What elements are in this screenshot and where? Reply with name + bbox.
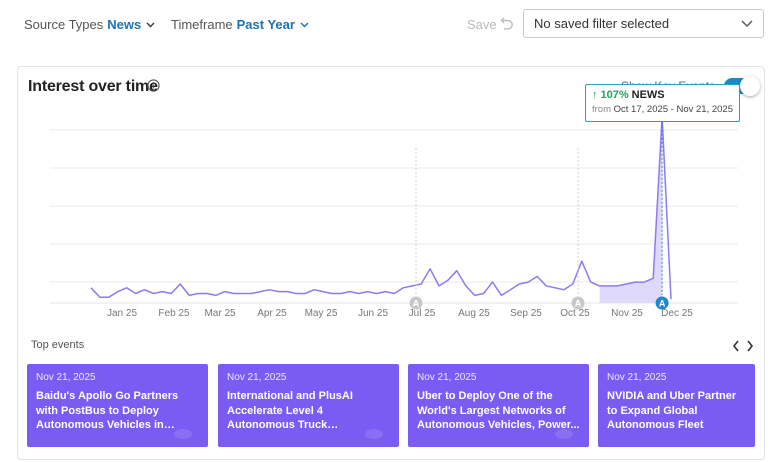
- chevron-right-icon[interactable]: [745, 339, 755, 353]
- event-card[interactable]: Nov 21, 2025 Uber to Deploy One of the W…: [408, 364, 589, 447]
- timeframe-label: Timeframe: [171, 17, 233, 32]
- top-bar: Source Types News Timeframe Past Year Sa…: [0, 0, 782, 50]
- saved-filter-text: No saved filter selected: [534, 16, 670, 31]
- x-tick-label: Oct 25: [560, 308, 590, 319]
- a-marker-icon: [571, 296, 585, 310]
- event-card[interactable]: Nov 21, 2025 International and PlusAI Ac…: [218, 364, 399, 447]
- event-card[interactable]: Nov 21, 2025 Baidu's Apollo Go Partners …: [27, 364, 208, 447]
- source-types-value: News: [107, 17, 142, 32]
- a-marker-letter: A: [413, 299, 420, 309]
- event-date: Nov 21, 2025: [36, 372, 96, 383]
- event-date: Nov 21, 2025: [227, 372, 287, 383]
- undo-icon[interactable]: [500, 15, 514, 31]
- timeframe-filter[interactable]: Timeframe Past Year: [171, 17, 309, 32]
- series-line: [90, 116, 672, 300]
- chevron-down-icon: [300, 22, 309, 27]
- x-tick-label: Jul 25: [409, 308, 436, 319]
- event-headline: Uber to Deploy One of the World's Larges…: [417, 390, 580, 431]
- x-tick-label: Jun 25: [358, 308, 388, 319]
- x-tick-label: Jan 25: [107, 308, 137, 319]
- chevron-down-icon: [741, 20, 753, 27]
- event-watermark: [555, 429, 573, 439]
- card-title: Interest over time: [28, 78, 158, 95]
- x-tick-label: Mar 25: [204, 308, 236, 319]
- tooltip-percent: 107%: [600, 89, 629, 101]
- tooltip-from-label: from: [592, 104, 611, 115]
- chart-tooltip: ↑ 107% NEWS from Oct 17, 2025 - Nov 21, …: [585, 84, 740, 122]
- chevron-down-icon: [146, 22, 155, 27]
- top-events-carousel: Nov 21, 2025 Baidu's Apollo Go Partners …: [27, 364, 755, 447]
- highlight-range-area: [599, 116, 663, 303]
- timeframe-value: Past Year: [236, 17, 295, 32]
- toggle-knob: [740, 76, 760, 96]
- arrow-up-icon: ↑: [592, 89, 598, 101]
- chevron-left-icon[interactable]: [731, 339, 741, 353]
- x-tick-label: Nov 25: [611, 308, 643, 319]
- event-card[interactable]: Nov 21, 2025 NVIDIA and Uber Partner to …: [598, 364, 755, 447]
- a-marker-icon: [409, 296, 423, 310]
- event-date: Nov 21, 2025: [417, 372, 477, 383]
- a-marker-icon: [655, 296, 669, 310]
- event-headline: International and PlusAI Accelerate Leve…: [227, 390, 353, 431]
- event-date: Nov 21, 2025: [607, 372, 667, 383]
- a-marker-letter: A: [575, 299, 582, 309]
- event-headline: NVIDIA and Uber Partner to Expand Global…: [607, 390, 737, 431]
- event-headline: Baidu's Apollo Go Partners with PostBus …: [36, 390, 179, 431]
- info-icon[interactable]: [147, 79, 160, 92]
- top-events-title: Top events: [31, 339, 85, 351]
- x-tick-label: Aug 25: [458, 308, 490, 319]
- x-tick-label: Apr 25: [257, 308, 287, 319]
- source-types-filter[interactable]: Source Types News: [24, 17, 155, 32]
- event-watermark: [174, 429, 192, 439]
- tooltip-source: NEWS: [631, 89, 665, 101]
- saved-filter-select[interactable]: No saved filter selected: [523, 9, 764, 38]
- x-tick-label: Dec 25: [661, 308, 693, 319]
- save-button[interactable]: Save: [467, 17, 497, 32]
- event-watermark: [365, 429, 383, 439]
- x-tick-label: May 25: [305, 308, 338, 319]
- source-types-label: Source Types: [24, 17, 104, 32]
- x-tick-label: Sep 25: [510, 308, 542, 319]
- interest-chart: A A A Jan 25 Feb 25 Mar 25 Apr 25 May 25 Jun 25 J…: [50, 112, 738, 319]
- a-marker-letter: A: [659, 299, 666, 309]
- x-tick-label: Feb 25: [158, 308, 190, 319]
- tooltip-range: Oct 17, 2025 - Nov 21, 2025: [613, 104, 733, 115]
